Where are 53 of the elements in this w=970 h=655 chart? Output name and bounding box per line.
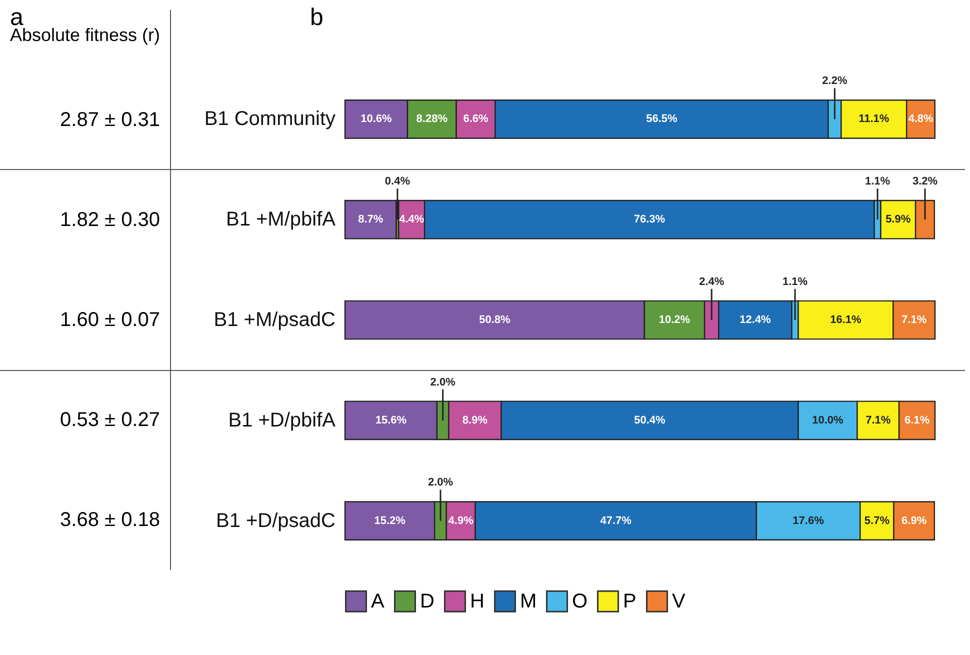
legend-label: D xyxy=(420,590,434,612)
y-tick-label: B1 +D/psadC xyxy=(216,510,336,532)
legend-label: P xyxy=(623,590,636,612)
data-label: 17.6% xyxy=(792,514,824,527)
legend-label: M xyxy=(520,590,537,612)
data-label: 8.7% xyxy=(358,214,384,226)
data-label: 16.1% xyxy=(830,314,862,326)
text: 3.68 ± 0.18 xyxy=(60,509,160,531)
data-label: 11.1% xyxy=(858,113,890,126)
data-label: 8.28% xyxy=(416,113,448,126)
data-label: 5.9% xyxy=(886,214,911,226)
data-label: 3.2% xyxy=(912,176,938,188)
data-label: 12.4% xyxy=(740,314,772,326)
data-label: 2.4% xyxy=(699,276,724,288)
data-label: 5.7% xyxy=(864,514,890,527)
data-label: 10.0% xyxy=(812,414,844,426)
data-label: 56.5% xyxy=(646,113,678,126)
legend-label: O xyxy=(572,590,588,612)
data-label: 50.4% xyxy=(634,414,666,426)
data-label: 2.2% xyxy=(822,75,848,88)
data-label: 76.3% xyxy=(634,214,666,226)
data-label: 2.0% xyxy=(428,476,454,489)
data-label: 4.8% xyxy=(908,113,934,126)
text: 0.53 ± 0.27 xyxy=(60,409,160,431)
data-label: 2.0% xyxy=(430,376,456,388)
data-label: 7.1% xyxy=(902,314,927,326)
data-label: 6.1% xyxy=(904,414,930,426)
data-label: 1.1% xyxy=(782,276,808,288)
data-label: 7.1% xyxy=(866,414,891,426)
data-label: 6.9% xyxy=(902,514,927,527)
data-label: 1.1% xyxy=(864,176,890,188)
data-label: 15.6% xyxy=(375,414,407,426)
data-label: 50.8% xyxy=(479,314,511,326)
data-label: 6.6% xyxy=(463,113,488,126)
data-label: 8.9% xyxy=(462,414,488,426)
y-tick-label: B1 +M/psadC xyxy=(214,309,336,331)
legend-label: A xyxy=(371,590,385,612)
data-label: 15.2% xyxy=(374,514,406,527)
text: 1.60 ± 0.07 xyxy=(60,309,160,331)
data-label: 4.9% xyxy=(448,514,474,527)
y-tick-label: B1 Community xyxy=(204,108,336,130)
data-label: 10.2% xyxy=(658,314,690,326)
data-label: 0.4% xyxy=(384,176,410,188)
text: b xyxy=(310,4,324,32)
data-label: 10.6% xyxy=(360,113,392,126)
legend-label: V xyxy=(672,590,686,612)
text: 2.87 ± 0.31 xyxy=(60,109,160,131)
text: 1.82 ± 0.30 xyxy=(60,209,160,231)
data-label: 47.7% xyxy=(600,514,632,527)
legend-label: H xyxy=(470,590,484,612)
y-tick-label: B1 +M/pbifA xyxy=(226,208,336,231)
y-tick-label: B1 +D/pbifA xyxy=(228,409,336,432)
data-label: 4.4% xyxy=(399,214,424,226)
